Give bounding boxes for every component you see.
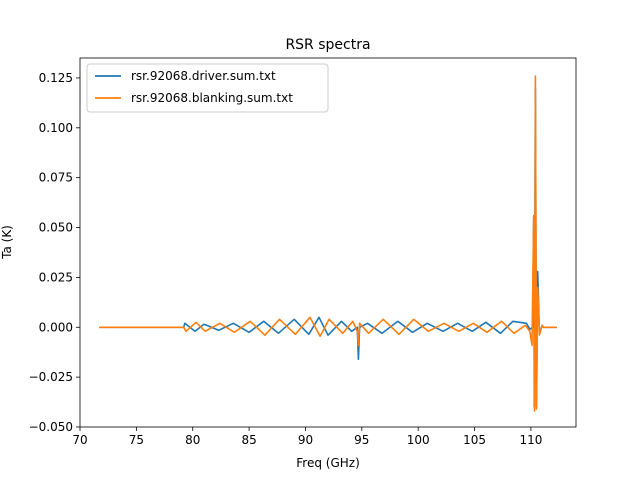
y-tick-label: 0.100 bbox=[39, 121, 73, 135]
y-tick-label: 0.075 bbox=[39, 171, 73, 185]
y-axis: −0.050 −0.025 0.000 0.025 0.050 0.075 0.100 0.1… bbox=[29, 71, 80, 434]
legend-box bbox=[86, 63, 329, 113]
x-tick-label: 110 bbox=[519, 433, 542, 447]
legend: rsr.92068.driver.sum.txt rsr.92068.blanki… bbox=[86, 63, 329, 113]
y-tick-label: 0.125 bbox=[39, 71, 73, 85]
axes-frame bbox=[79, 57, 577, 428]
chart-title: RSR spectra bbox=[285, 37, 370, 53]
x-tick-label: 105 bbox=[463, 433, 486, 447]
x-tick-label: 80 bbox=[185, 433, 200, 447]
legend-label-1: rsr.92068.driver.sum.txt bbox=[131, 69, 276, 83]
x-tick-label: 70 bbox=[72, 433, 87, 447]
x-tick-label: 85 bbox=[241, 433, 256, 447]
x-tick-label: 75 bbox=[129, 433, 144, 447]
x-axis: 70 75 80 85 90 95 100 105 110 bbox=[72, 427, 542, 447]
x-tick-label: 95 bbox=[354, 433, 369, 447]
x-axis-label: Freq (GHz) bbox=[296, 456, 360, 470]
y-tick-label: 0.000 bbox=[39, 320, 73, 334]
y-tick-label: −0.050 bbox=[29, 420, 73, 434]
x-tick-label: 100 bbox=[407, 433, 430, 447]
y-axis-label: Ta (K) bbox=[0, 225, 14, 260]
y-tick-label: 0.050 bbox=[39, 221, 73, 235]
x-tick-label: 90 bbox=[298, 433, 313, 447]
plot-area bbox=[79, 57, 577, 428]
y-tick-label: −0.025 bbox=[29, 370, 73, 384]
y-tick-label: 0.025 bbox=[39, 270, 73, 284]
legend-label-2: rsr.92068.blanking.sum.txt bbox=[131, 91, 293, 105]
series-line-2 bbox=[99, 75, 557, 412]
